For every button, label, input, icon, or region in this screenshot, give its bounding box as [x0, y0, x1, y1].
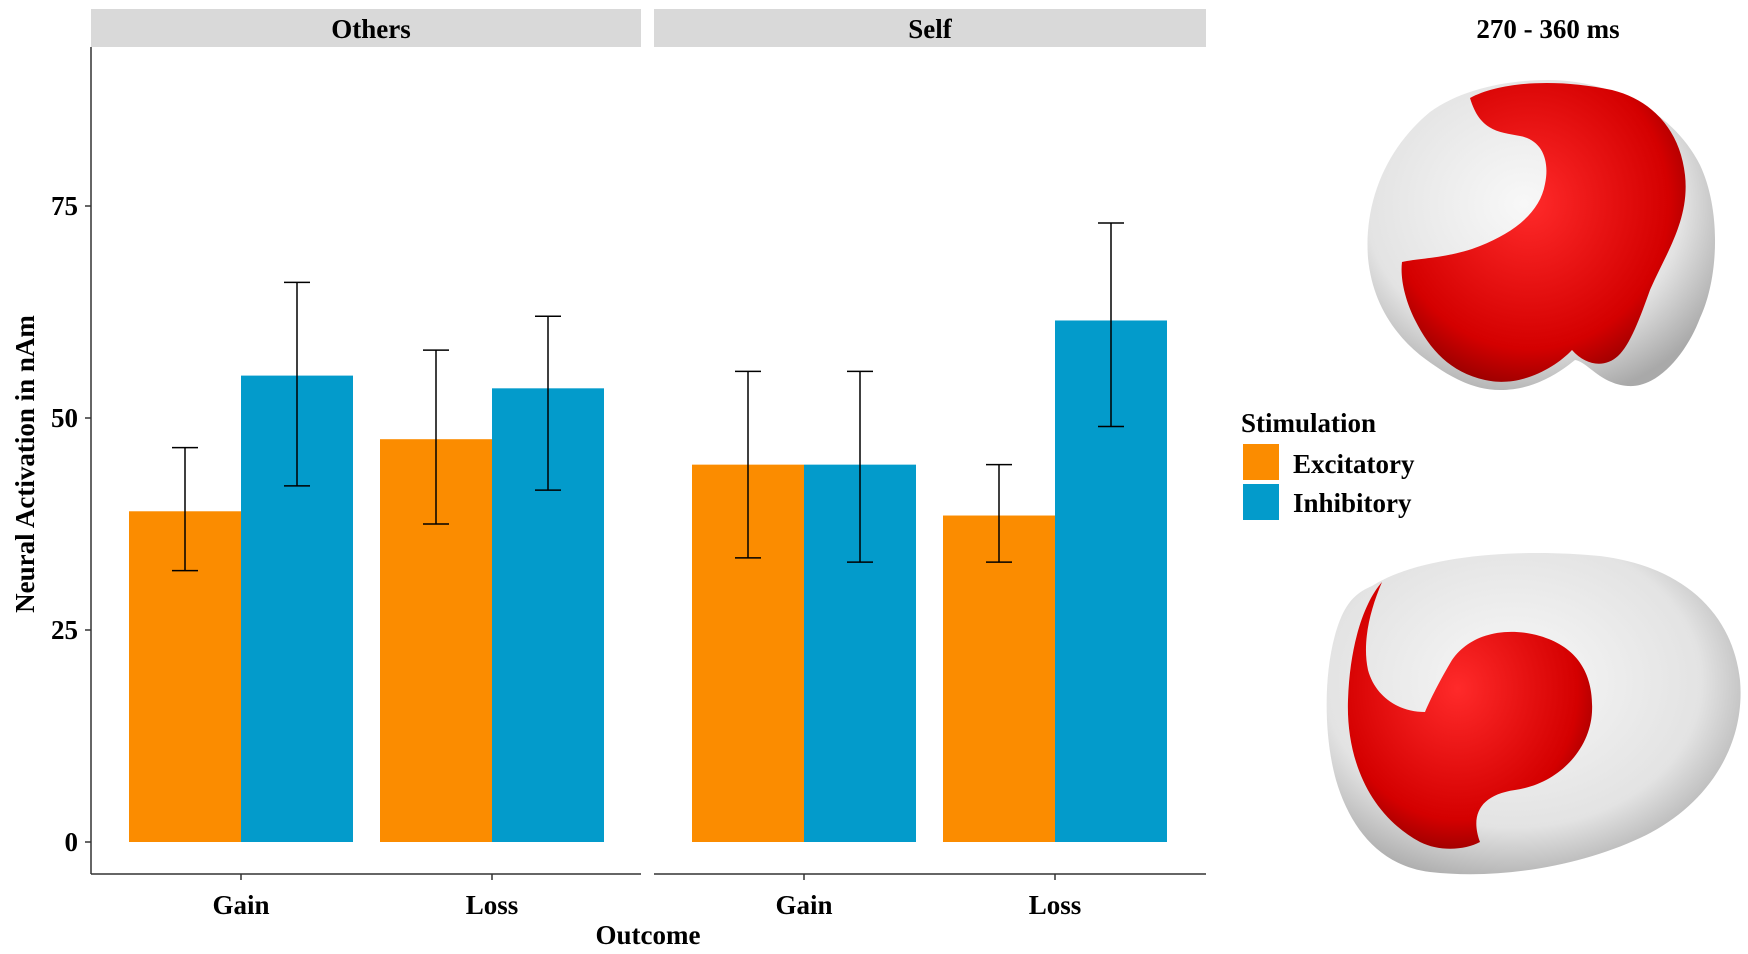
y-tick-label: 50	[51, 403, 78, 433]
legend-swatch-excitatory	[1243, 444, 1279, 480]
legend-label-excitatory: Excitatory	[1293, 449, 1415, 479]
brain-posterior-view	[1367, 80, 1716, 390]
x-tick-label-others-gain: Gain	[212, 890, 269, 920]
bar-self-loss-excitatory	[943, 515, 1055, 842]
axes	[90, 47, 1206, 875]
y-tick-label: 25	[51, 615, 78, 645]
x-tick-label-self-loss: Loss	[1029, 890, 1082, 920]
x-ticks: Gain Loss Gain Loss	[212, 874, 1081, 920]
y-tick-label: 75	[51, 191, 78, 221]
brain-top-view	[1326, 552, 1741, 875]
y-axis-title: Neural Activation in nAm	[10, 315, 40, 613]
facet-strip-self	[654, 9, 1206, 47]
brain-posterior-activation	[1401, 83, 1686, 382]
facet-strip-others	[91, 9, 641, 47]
facet-title-self: Self	[908, 14, 953, 44]
bars	[129, 320, 1167, 843]
brain-panel: 270 - 360 ms	[1326, 14, 1741, 875]
legend: Stimulation Excitatory Inhibitory	[1241, 408, 1415, 520]
y-tick-label: 0	[65, 827, 79, 857]
legend-swatch-inhibitory	[1243, 484, 1279, 520]
x-tick-label-self-gain: Gain	[775, 890, 832, 920]
x-tick-label-others-loss: Loss	[466, 890, 519, 920]
x-axis-title: Outcome	[596, 920, 701, 950]
error-bars	[172, 222, 1124, 572]
y-ticks: 0 25 50 75	[51, 191, 91, 857]
brain-panel-title: 270 - 360 ms	[1476, 14, 1619, 44]
legend-title: Stimulation	[1241, 408, 1376, 438]
brain-top-activation	[1347, 582, 1593, 849]
facet-title-others: Others	[331, 14, 410, 44]
facet-strips: Others Self	[91, 9, 1206, 47]
legend-label-inhibitory: Inhibitory	[1293, 488, 1412, 518]
